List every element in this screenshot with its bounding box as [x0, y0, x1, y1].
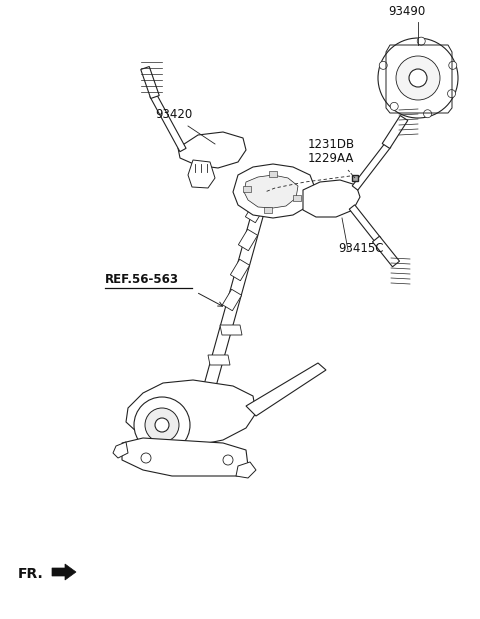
- Circle shape: [134, 397, 190, 453]
- Polygon shape: [382, 116, 408, 149]
- Circle shape: [409, 69, 427, 87]
- Circle shape: [423, 110, 432, 118]
- Polygon shape: [243, 186, 252, 192]
- Text: REF.56-563: REF.56-563: [105, 273, 179, 286]
- Circle shape: [447, 90, 456, 98]
- Polygon shape: [239, 229, 258, 251]
- Polygon shape: [245, 201, 264, 223]
- Polygon shape: [208, 355, 230, 365]
- Circle shape: [379, 61, 387, 69]
- Polygon shape: [269, 171, 277, 177]
- Circle shape: [155, 418, 169, 432]
- Polygon shape: [220, 325, 242, 335]
- Text: 1229AA: 1229AA: [308, 152, 354, 165]
- Polygon shape: [150, 93, 186, 152]
- Circle shape: [417, 37, 425, 45]
- Polygon shape: [122, 438, 248, 476]
- Text: 1231DB: 1231DB: [308, 138, 355, 151]
- Polygon shape: [52, 564, 76, 580]
- Polygon shape: [178, 132, 246, 168]
- Circle shape: [396, 56, 440, 100]
- Circle shape: [141, 453, 151, 463]
- Circle shape: [145, 408, 179, 442]
- Polygon shape: [141, 66, 159, 98]
- Polygon shape: [246, 363, 326, 416]
- Polygon shape: [352, 143, 391, 190]
- Polygon shape: [126, 380, 256, 446]
- Polygon shape: [113, 442, 128, 458]
- Circle shape: [449, 61, 457, 69]
- Polygon shape: [236, 462, 256, 478]
- Polygon shape: [230, 259, 250, 281]
- Polygon shape: [222, 289, 241, 311]
- Polygon shape: [233, 164, 315, 218]
- Polygon shape: [200, 196, 268, 402]
- Circle shape: [378, 38, 458, 118]
- Text: 93490: 93490: [388, 5, 425, 18]
- Text: FR.: FR.: [18, 567, 44, 581]
- Text: 93420: 93420: [155, 108, 192, 121]
- Polygon shape: [372, 236, 399, 267]
- Polygon shape: [303, 180, 360, 217]
- Text: 93415C: 93415C: [338, 242, 384, 255]
- Polygon shape: [188, 160, 215, 188]
- Polygon shape: [264, 207, 273, 213]
- Circle shape: [223, 455, 233, 465]
- Polygon shape: [293, 195, 301, 201]
- Polygon shape: [244, 175, 298, 208]
- Circle shape: [390, 102, 398, 110]
- Polygon shape: [349, 205, 381, 242]
